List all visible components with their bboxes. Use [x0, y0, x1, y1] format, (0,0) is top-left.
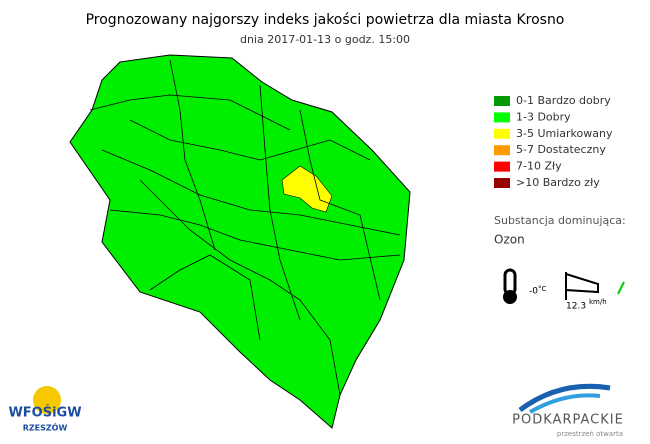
legend-label: 0-1 Bardzo dobry [516, 94, 611, 107]
map [69, 54, 411, 429]
legend-swatch [494, 178, 510, 188]
legend-label: 7-10 Zły [516, 160, 562, 173]
moderate-area [281, 165, 333, 213]
logo-right-text: PODKARPACKIE [512, 413, 624, 428]
logo-right: PODKARPACKIE przestrzeń otwarta [512, 383, 624, 438]
title: Prognozowany najgorszy indeks jakości po… [86, 12, 565, 28]
temperature: -0 [529, 287, 538, 297]
thermometer-icon [503, 268, 517, 304]
legend-label: 3-5 Umiarkowany [516, 127, 613, 140]
logo-right-sub: przestrzeń otwarta [557, 430, 623, 438]
wind-unit: km/h [589, 298, 607, 306]
roads [89, 59, 401, 396]
legend: 0-1 Bardzo dobry 1-3 Dobry 3-5 Umiarkowany… [494, 94, 613, 189]
substance-value: Ozon [494, 233, 525, 247]
legend-label: 5-7 Dostateczny [516, 143, 606, 156]
logo-left: WFOŚiGW RZESZÓW [8, 386, 82, 433]
windsock-icon [565, 272, 599, 300]
legend-swatch [494, 161, 510, 172]
city-area [69, 54, 411, 429]
legend-swatch [494, 145, 510, 156]
logo-left-sub: RZESZÓW [23, 422, 68, 433]
legend-swatch [494, 128, 510, 139]
legend-swatch [494, 112, 510, 123]
legend-label: 1-3 Dobry [516, 110, 571, 123]
temperature-unit: °C [538, 285, 547, 293]
subtitle: dnia 2017-01-13 o godz. 15:00 [240, 33, 410, 46]
wind-direction [617, 281, 625, 295]
legend-swatch [494, 96, 510, 106]
logo-left-text: WFOŚiGW [8, 405, 81, 421]
wind-speed: 12.3 [566, 302, 586, 312]
substance-label: Substancja dominująca: [494, 214, 626, 227]
legend-label: >10 Bardzo zły [516, 176, 600, 189]
